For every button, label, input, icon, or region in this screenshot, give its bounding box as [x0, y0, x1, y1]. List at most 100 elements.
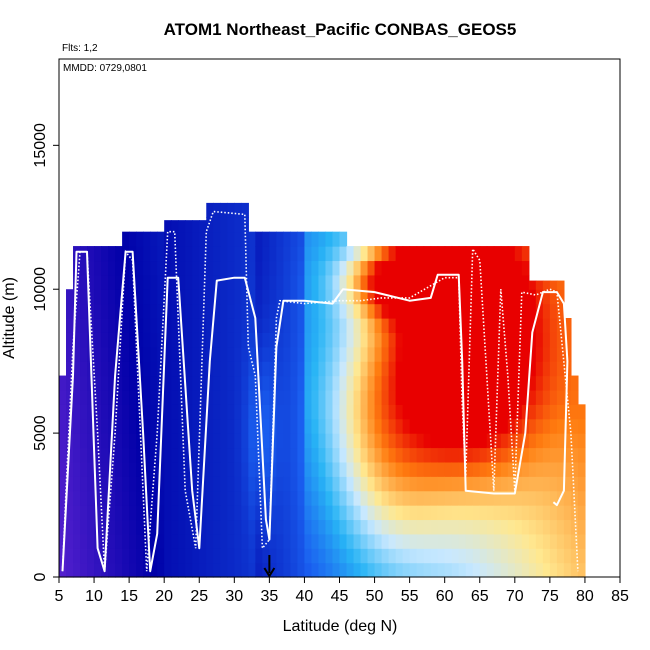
heatmap-cell — [507, 533, 516, 549]
y-tick-label: 0 — [32, 572, 49, 581]
heatmap-cell — [458, 548, 467, 564]
heatmap-cell — [206, 519, 214, 535]
heatmap-cell — [206, 447, 214, 463]
heatmap-cell — [248, 246, 256, 262]
heatmap-cell — [528, 476, 537, 492]
heatmap-cell — [150, 246, 158, 262]
heatmap-cell — [437, 461, 446, 477]
heatmap-cell — [542, 505, 551, 521]
heatmap-cell — [402, 533, 411, 549]
heatmap-cell — [542, 548, 551, 564]
heatmap-cell — [332, 548, 341, 564]
heatmap-cell — [213, 562, 221, 578]
heatmap-cell — [346, 332, 355, 348]
heatmap-cell — [353, 476, 362, 492]
heatmap-cell — [262, 260, 270, 276]
heatmap-cell — [374, 519, 383, 535]
heatmap-cell — [423, 246, 432, 262]
heatmap-cell — [297, 447, 306, 463]
heatmap-cell — [472, 303, 481, 319]
heatmap-cell — [318, 389, 327, 405]
heatmap-cell — [73, 418, 81, 434]
heatmap-cell — [437, 476, 446, 492]
heatmap-cell — [227, 519, 235, 535]
heatmap-cell — [549, 519, 558, 535]
heatmap-cell — [430, 476, 439, 492]
heatmap-cell — [87, 519, 95, 535]
heatmap-cell — [353, 418, 362, 434]
heatmap-cell — [465, 332, 474, 348]
heatmap-cell — [479, 375, 488, 391]
heatmap-cell — [542, 346, 551, 362]
heatmap-cell — [94, 490, 102, 506]
x-tick-label: 75 — [541, 588, 559, 605]
heatmap-cell — [542, 519, 551, 535]
heatmap-cell — [388, 533, 397, 549]
heatmap-cell — [241, 260, 249, 276]
heatmap-cell — [451, 375, 460, 391]
heatmap-cell — [423, 289, 432, 305]
heatmap-cell — [360, 519, 369, 535]
heatmap-cell — [507, 404, 516, 420]
heatmap-cell — [367, 303, 376, 319]
heatmap-cell — [507, 548, 516, 564]
heatmap-cell — [290, 346, 299, 362]
heatmap-cell — [458, 246, 467, 262]
heatmap-cell — [472, 505, 481, 521]
heatmap-cell — [444, 260, 453, 276]
heatmap-cell — [577, 461, 586, 477]
heatmap-cell — [185, 289, 193, 305]
heatmap-cell — [486, 418, 495, 434]
heatmap-cell — [500, 519, 509, 535]
heatmap-cell — [444, 533, 453, 549]
heatmap-cell — [73, 318, 81, 333]
heatmap-cell — [493, 548, 502, 564]
heatmap-cell — [206, 260, 214, 276]
heatmap-cell — [451, 332, 460, 348]
heatmap-cell — [409, 490, 418, 506]
heatmap-cell — [318, 274, 327, 290]
heatmap-cell — [374, 303, 383, 319]
heatmap-cell — [297, 274, 306, 290]
arrow-head — [263, 567, 276, 578]
heatmap-cell — [283, 562, 292, 578]
heatmap-cell — [402, 476, 411, 492]
flights-note: Flts: 1,2 — [62, 43, 98, 54]
heatmap-cell — [549, 533, 558, 549]
heatmap-cell — [430, 505, 439, 521]
heatmap-cell — [542, 389, 551, 405]
heatmap-cell — [178, 220, 186, 233]
heatmap-cell — [213, 231, 221, 247]
heatmap-cell — [528, 346, 537, 362]
heatmap-cell — [66, 490, 74, 506]
heatmap-cell — [528, 562, 537, 578]
heatmap-cell — [416, 246, 425, 262]
heatmap-cell — [115, 404, 123, 420]
heatmap-cell — [150, 519, 158, 535]
heatmap-cell — [577, 433, 586, 449]
heatmap-cell — [94, 332, 102, 348]
heatmap-cell — [143, 389, 151, 405]
heatmap-cell — [234, 447, 242, 463]
heatmap-cell — [101, 404, 109, 420]
heatmap-cell — [304, 519, 313, 535]
heatmap-cell — [486, 318, 495, 333]
heatmap-cell — [199, 246, 207, 262]
heatmap-cell — [339, 548, 348, 564]
heatmap-cell — [94, 562, 102, 578]
heatmap-cell — [101, 519, 109, 535]
heatmap-cell — [66, 346, 74, 362]
heatmap-cell — [80, 433, 88, 449]
heatmap-cell — [164, 562, 172, 578]
heatmap-cell — [374, 332, 383, 348]
heatmap-cell — [416, 519, 425, 535]
heatmap-cell — [318, 476, 327, 492]
heatmap-cell — [115, 505, 123, 521]
heatmap-cell — [234, 260, 242, 276]
heatmap-cell — [73, 548, 81, 564]
heatmap-cell — [129, 548, 137, 564]
heatmap-cell — [178, 533, 186, 549]
heatmap-cell — [297, 231, 306, 247]
heatmap-cell — [556, 361, 565, 377]
heatmap-cell — [199, 375, 207, 391]
